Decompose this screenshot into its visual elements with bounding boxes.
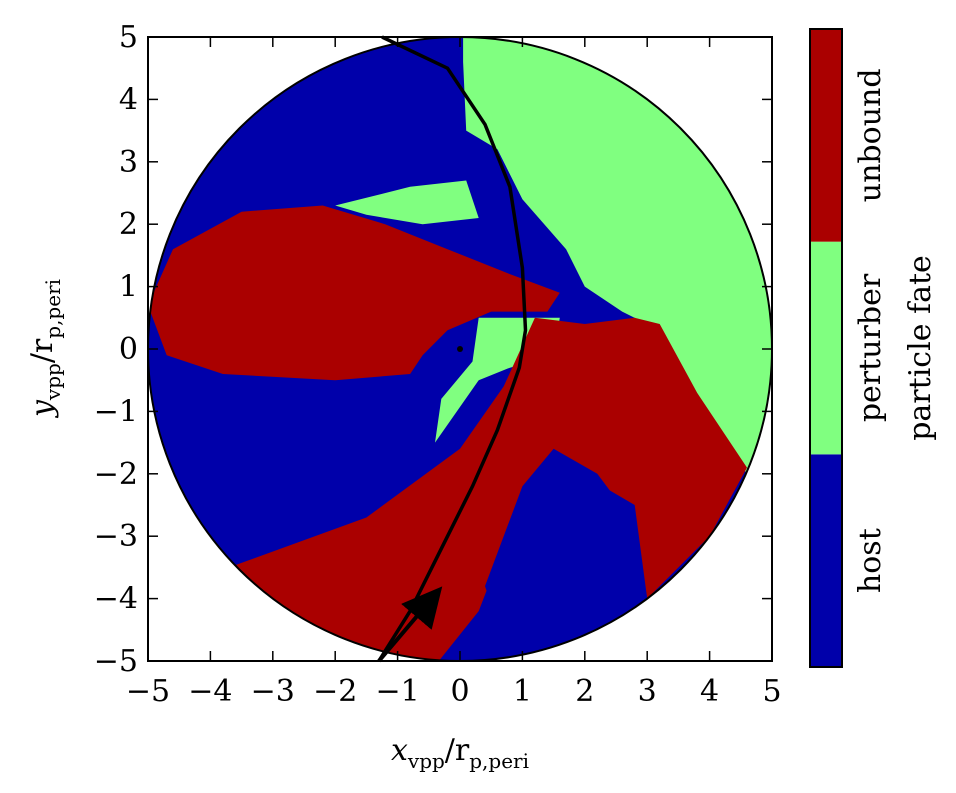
x-tick-label: 5 [762, 674, 781, 709]
svg-text:xvpp/rp,peri: xvpp/rp,peri [391, 733, 529, 773]
perturber-region [335, 180, 479, 225]
plot-axes: −5 −4 −3 −2 −1 0 1 2 3 4 5 −5 −4 −3 −2 −1 0 1 2 3 4 5 [94, 20, 782, 709]
unbound-region [148, 317, 747, 661]
host-marker [457, 346, 463, 352]
x-tick-label: 4 [700, 674, 719, 709]
x-tick-label: 1 [513, 674, 532, 709]
y-tick-label: −4 [94, 582, 138, 617]
fate-map [147, 36, 773, 662]
x-tick-label: −1 [375, 674, 419, 709]
x-tick-label: 3 [638, 674, 657, 709]
colorbar-title: particle fate [903, 255, 938, 441]
colorbar-frame [809, 28, 843, 668]
svg-text:yvpp/rp,peri: yvpp/rp,peri [25, 279, 65, 419]
y-tick-label: 2 [119, 207, 138, 242]
y-tick-label: −1 [94, 394, 138, 429]
x-tick-label: −3 [251, 674, 295, 709]
y-tick-label: −3 [94, 519, 138, 554]
y-tick-label: 0 [119, 332, 138, 367]
y-tick-label: 3 [119, 145, 138, 180]
y-tick-label: −2 [94, 457, 138, 492]
host-region [428, 461, 648, 661]
y-tick-label: 4 [119, 82, 138, 117]
x-axis-label: xvpp/rp,peri [391, 733, 529, 773]
colorbar-label-unbound: unbound [853, 68, 888, 202]
x-tick-label: −4 [188, 674, 232, 709]
y-tick-label: 1 [119, 270, 138, 305]
x-tick-label: −2 [313, 674, 357, 709]
trajectory-arrow [377, 586, 443, 663]
y-tick-label: 5 [119, 20, 138, 55]
unbound-region [148, 205, 560, 381]
colorbar-segment-unbound [810, 29, 842, 242]
colorbar-segment-host [810, 454, 842, 667]
x-tick-label: 0 [450, 674, 469, 709]
y-axis-label: yvpp/rp,peri [25, 279, 65, 419]
trajectory-line [377, 35, 528, 662]
x-tick-label: 2 [575, 674, 594, 709]
perturber-trajectory [377, 35, 528, 663]
colorbar-segment-perturber [810, 241, 842, 455]
colorbar-label-perturber: perturber [853, 273, 888, 422]
colorbar-label-host: host [853, 528, 888, 593]
x-tick-label: −5 [126, 674, 170, 709]
y-tick-label: −5 [94, 644, 138, 679]
colorbar: host perturber unbound [809, 28, 888, 668]
